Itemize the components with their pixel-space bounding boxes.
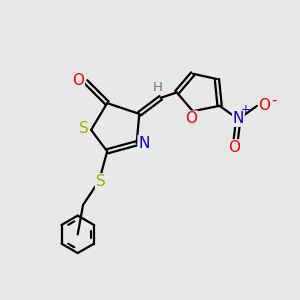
Text: N: N (232, 111, 244, 126)
Text: -: - (271, 92, 276, 107)
Text: O: O (228, 140, 240, 155)
Text: N: N (138, 136, 149, 151)
Text: O: O (185, 111, 197, 126)
Text: S: S (96, 174, 105, 189)
Text: O: O (259, 98, 271, 113)
Text: S: S (79, 121, 88, 136)
Text: H: H (153, 81, 163, 94)
Text: +: + (241, 103, 251, 116)
Text: O: O (72, 73, 84, 88)
